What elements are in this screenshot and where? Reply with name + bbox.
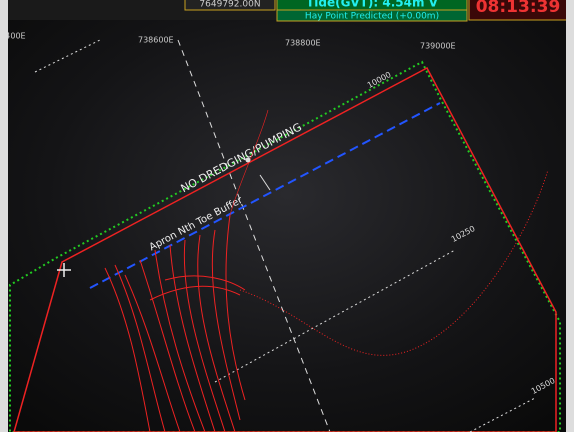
grid-line [177, 39, 331, 432]
track [197, 234, 236, 432]
tide-source: Hay Point Predicted (+0.00m) [305, 12, 439, 22]
zone-outer [9, 60, 561, 432]
toe-buffer-line [89, 102, 441, 289]
easting-label: 738600E [138, 36, 174, 45]
screen-bezel [0, 0, 8, 432]
track [139, 259, 196, 432]
track [124, 274, 181, 432]
clock: 08:13:39 [476, 0, 561, 17]
grid-line [34, 39, 101, 73]
easting-label: 739000E [420, 42, 456, 51]
tide-source-box [276, 9, 468, 22]
northing-box [184, 0, 276, 11]
chainage-line [469, 397, 536, 432]
chainage-line [214, 249, 456, 383]
dredge-tracks [104, 109, 549, 432]
track [149, 285, 241, 301]
track [211, 229, 241, 421]
cursor [57, 263, 71, 277]
track [154, 249, 206, 432]
track [239, 169, 549, 356]
track [183, 239, 226, 432]
easting-label: 738400E [0, 32, 26, 41]
track [169, 244, 216, 432]
northing: 7649792.00N [199, 0, 260, 10]
zone-boundary [13, 66, 557, 432]
track [104, 267, 151, 432]
tide: Tide(GVT): 4.54m V [306, 0, 439, 10]
easting-label: 738800E [285, 39, 321, 48]
track [164, 275, 246, 291]
marker [245, 157, 251, 163]
track [225, 214, 246, 401]
track [114, 264, 166, 432]
screen-bezel [566, 0, 574, 432]
grid-line [259, 174, 271, 191]
